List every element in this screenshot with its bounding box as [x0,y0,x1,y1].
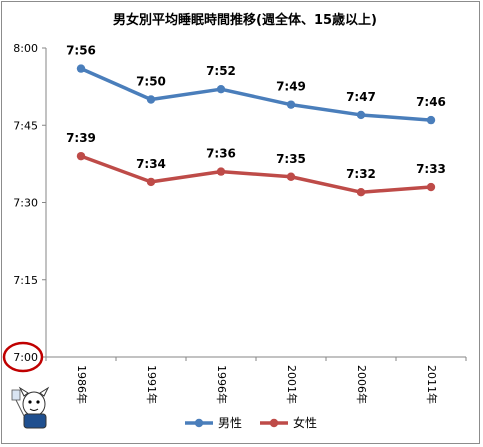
data-label: 7:49 [276,80,306,94]
data-label: 7:35 [276,152,306,166]
data-label: 7:52 [206,64,236,78]
data-point [146,95,156,104]
x-tick-label: 2006年 [355,365,369,404]
x-tick-label: 1991年 [145,365,159,404]
data-point [286,100,296,109]
y-tick-label: 7:30 [13,197,38,210]
x-tick-label: 2001年 [285,365,299,404]
legend: 男性 女性 [185,415,317,430]
data-point [356,188,366,197]
data-label: 7:47 [346,90,376,104]
data-label: 7:34 [136,157,166,171]
data-point [76,64,86,73]
data-label: 7:32 [346,167,376,181]
x-tick-label: 1996年 [215,365,229,404]
series-group [76,64,436,197]
data-label: 7:50 [136,75,166,89]
data-point [76,151,86,161]
x-tick-label: 1986年 [75,365,89,404]
data-label: 7:36 [206,147,236,161]
data-label: 7:33 [416,162,446,176]
legend-swatch-marker [194,418,204,428]
data-label: 7:39 [66,131,96,145]
data-point [216,167,226,176]
series-line-1 [80,66,432,122]
x-tick-labels: 1986年 1991年 1996年 2001年 2006年 2011年 [75,365,439,404]
y-tick-labels: 8:00 7:45 7:30 7:15 7:00 [13,42,38,364]
data-point [356,110,366,120]
data-point [286,172,296,181]
series-line-2 [80,154,432,194]
data-point [426,182,436,192]
highlight-circle [2,341,44,373]
legend-swatch-marker [269,418,279,428]
legend-label: 女性 [293,415,317,430]
axes [42,47,467,361]
data-point [216,85,226,94]
legend-label: 男性 [218,416,242,430]
y-tick-label: 8:00 [13,42,38,55]
data-labels: 7:56 7:50 7:52 7:49 7:47 7:46 7:39 7:34 7:36 7:35… [66,44,446,182]
chart-title: 男女別平均睡眠時間推移(週全体、15歳以上) [113,12,377,28]
y-tick-label: 7:15 [13,274,38,287]
data-label: 7:56 [66,44,96,58]
x-tick-label: 2011年 [425,365,439,404]
data-point [426,115,436,125]
y-tick-label: 7:45 [13,119,38,132]
data-point [146,177,156,187]
data-label: 7:46 [416,95,446,109]
mascot-icon [11,386,50,429]
y-tick-label: 7:00 [13,351,38,364]
